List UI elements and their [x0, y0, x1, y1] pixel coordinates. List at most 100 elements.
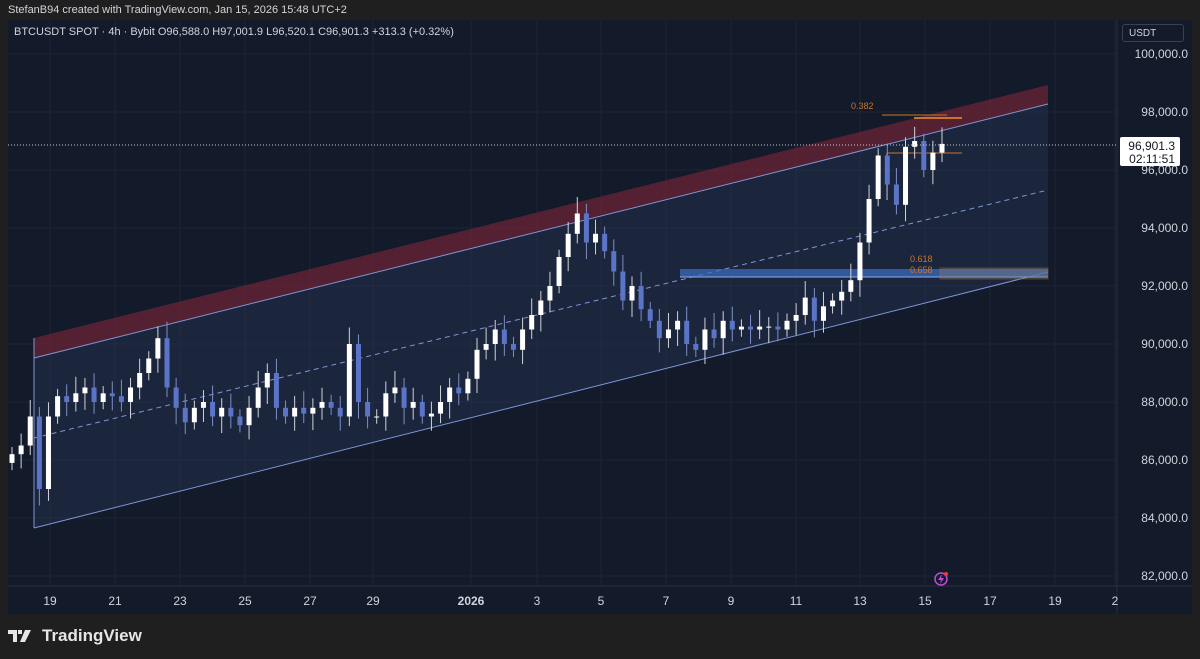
candle-body — [593, 233, 599, 243]
candle-body — [438, 402, 444, 414]
candle-body — [383, 393, 389, 417]
candle-body — [447, 387, 453, 402]
time-tick-label: 19 — [1048, 594, 1062, 608]
time-tick-label: 11 — [790, 594, 803, 608]
candle-body — [830, 300, 836, 307]
notification-dot — [944, 572, 948, 576]
candle-body — [857, 242, 863, 281]
candle-body — [246, 407, 252, 426]
candle-body — [283, 407, 289, 417]
last-price-badge — [1120, 137, 1180, 166]
candle-body — [91, 387, 97, 402]
time-tick-label: 5 — [598, 594, 605, 608]
candle-body — [538, 300, 544, 315]
time-tick-label: 21 — [108, 594, 122, 608]
candle-body — [748, 326, 754, 330]
candle-body — [738, 326, 744, 330]
time-tick-label: 3 — [534, 594, 541, 608]
time-tick-label: 15 — [918, 594, 932, 608]
candle-body — [456, 387, 462, 394]
time-tick-label: 13 — [853, 594, 867, 608]
candle-body — [45, 416, 51, 489]
candle-body — [401, 387, 407, 408]
lightning-icon[interactable] — [934, 572, 948, 586]
candle-body — [784, 320, 790, 330]
fib-label: 0.382 — [851, 101, 874, 111]
candle-body — [583, 213, 589, 243]
support-zone — [680, 269, 1048, 277]
chart-panel[interactable] — [8, 20, 1192, 614]
candle-body — [711, 329, 717, 339]
candle-body — [729, 320, 735, 330]
candle-body — [492, 329, 498, 344]
lightning-bolt — [938, 574, 944, 584]
candle-body — [647, 309, 653, 321]
candle-body — [939, 143, 945, 153]
candle-body — [128, 387, 134, 402]
candle-body — [602, 233, 608, 252]
candle-body — [428, 413, 434, 417]
candle-body — [337, 407, 343, 417]
time-tick-label: 9 — [728, 594, 735, 608]
currency-unit-button[interactable]: USDT — [1122, 24, 1184, 42]
candle-body — [319, 402, 325, 408]
candle-body — [884, 155, 890, 185]
candle-body — [9, 454, 15, 463]
candle-body — [702, 329, 708, 350]
candle-body — [547, 286, 553, 301]
candle-body — [146, 358, 152, 373]
candle-body — [766, 326, 772, 328]
candle-body — [273, 373, 279, 408]
candle-body — [182, 407, 188, 423]
candle-body — [529, 315, 535, 330]
candle-body — [64, 396, 70, 402]
candle-body — [921, 141, 927, 170]
candle-body — [620, 271, 626, 301]
candle-body — [374, 416, 380, 418]
candle-body — [903, 146, 909, 205]
candle-body — [100, 393, 106, 402]
candle-body — [392, 387, 398, 394]
candle-body — [328, 402, 334, 408]
bar-countdown-label: 02:11:51 — [1129, 152, 1175, 166]
price-tick-label: 92,000.0 — [1141, 279, 1188, 293]
fib-label: 0.618 — [910, 254, 933, 264]
symbol-legend[interactable]: BTCUSDT SPOT · 4h · Bybit O96,588.0 H97,… — [14, 26, 454, 38]
candle-body — [36, 416, 42, 489]
chart-credit: StefanB94 created with TradingView.com, … — [8, 4, 347, 16]
time-tick-label: 2026 — [458, 594, 485, 608]
time-tick-label: 29 — [366, 594, 380, 608]
candle-body — [155, 338, 161, 359]
candle-body — [301, 407, 307, 414]
candle-body — [520, 329, 526, 350]
footer-brand: TradingView — [42, 626, 142, 645]
candle-body — [757, 326, 763, 330]
price-tick-label: 88,000.0 — [1141, 395, 1188, 409]
candle-body — [693, 344, 699, 350]
time-tick-label: 7 — [663, 594, 670, 608]
time-tick-label: 27 — [303, 594, 317, 608]
price-tick-label: 90,000.0 — [1141, 337, 1188, 351]
time-tick-label: 17 — [983, 594, 997, 608]
candle-body — [310, 407, 316, 414]
price-tick-label: 86,000.0 — [1141, 453, 1188, 467]
time-tick-label: 23 — [173, 594, 187, 608]
candle-body — [109, 393, 115, 397]
candle-body — [893, 184, 899, 205]
candle-body — [839, 291, 845, 301]
candle-body — [638, 286, 644, 310]
candle-body — [565, 233, 571, 257]
time-tick-label: 19 — [43, 594, 57, 608]
candle-body — [264, 373, 270, 388]
last-price-label: 96,901.3 — [1128, 139, 1175, 153]
candle-body — [27, 416, 33, 446]
time-tick-label: 25 — [238, 594, 252, 608]
candle-body — [875, 155, 881, 199]
candle-body — [802, 297, 808, 315]
candle-body — [510, 344, 516, 350]
candle-body — [173, 387, 179, 408]
candle-body — [118, 396, 124, 402]
candle-body — [18, 445, 24, 455]
candle-body — [793, 315, 799, 321]
